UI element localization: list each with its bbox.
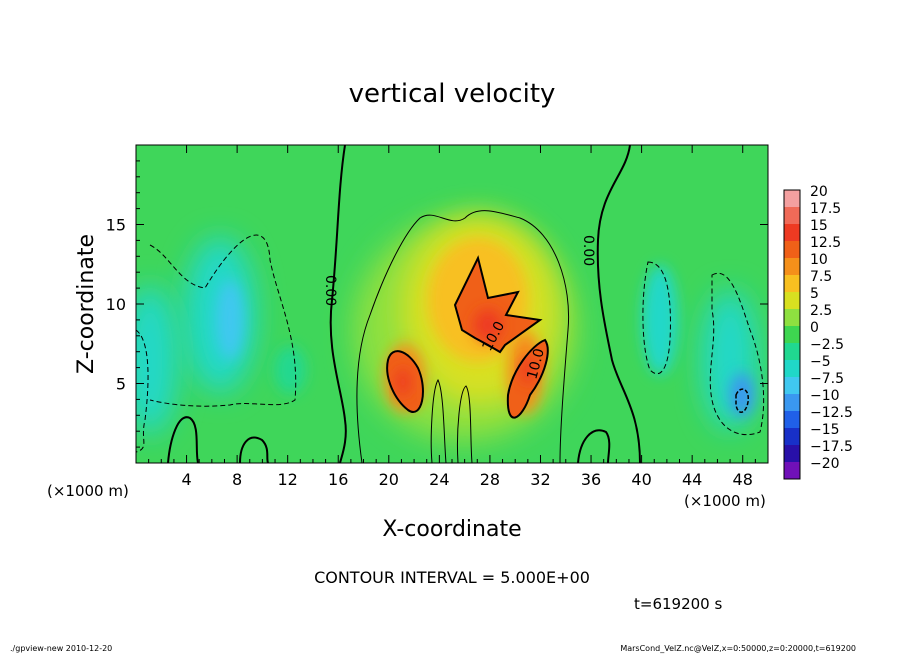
colorbar-frame xyxy=(783,189,801,480)
ground-contour-a xyxy=(167,416,199,463)
neg-contour-left-2 xyxy=(136,329,149,453)
colorbar-label: −20 xyxy=(810,456,840,472)
x-unit-left: (×1000 m) xyxy=(47,482,129,500)
neg-contour-left xyxy=(149,234,297,407)
x-tick-label: 24 xyxy=(429,470,449,489)
y-axis: 5 10 15 xyxy=(106,160,768,448)
contour-lines xyxy=(136,145,765,463)
colorbar-label: 10 xyxy=(810,252,828,268)
time-stamp: t=619200 s xyxy=(634,595,722,613)
x-tick-label: 8 xyxy=(232,470,242,489)
colorbar-swatch xyxy=(784,258,800,275)
colorbar: 2017.51512.5107.552.50−2.5−5−7.5−10−12.5… xyxy=(783,184,853,480)
zero-contour-left xyxy=(329,145,347,463)
colorbar-label: −5 xyxy=(810,354,831,370)
colorbar-label: 17.5 xyxy=(810,201,841,217)
x-tick-label: 44 xyxy=(682,470,702,489)
neg-contour-cell xyxy=(735,388,749,413)
chart-title: vertical velocity xyxy=(349,79,556,109)
x-tick-label: 12 xyxy=(278,470,298,489)
colorbar-label: 12.5 xyxy=(810,235,841,251)
x-tick-label: 20 xyxy=(379,470,399,489)
colorbar-label: −7.5 xyxy=(810,371,844,387)
y-tick-label: 15 xyxy=(106,216,126,235)
colorbar-label: 7.5 xyxy=(810,269,832,285)
colorbar-label: −12.5 xyxy=(810,405,853,421)
colorbar-swatch xyxy=(784,224,800,241)
x-unit-right: (×1000 m) xyxy=(684,492,766,510)
colorbar-swatch xyxy=(784,462,800,479)
contour-10-a xyxy=(453,255,543,354)
y-axis-label: Z-coordinate xyxy=(74,234,99,374)
colorbar-swatch xyxy=(784,377,800,394)
x-tick-label: 16 xyxy=(328,470,348,489)
x-tick-label: 40 xyxy=(631,470,651,489)
ground-contour-e xyxy=(457,385,473,463)
footer-left: ./gpview-new 2010-12-20 xyxy=(10,644,112,653)
updraft-cells xyxy=(387,258,548,418)
colorbar-label: 2.5 xyxy=(810,303,832,319)
contour-label-2: 0.00 xyxy=(580,235,596,266)
ground-contour-c xyxy=(577,429,611,463)
x-tick-label: 32 xyxy=(530,470,550,489)
contour-label-4: 10.0 xyxy=(524,347,548,381)
colorbar-swatch xyxy=(784,309,800,326)
ground-contour-d xyxy=(430,378,447,463)
colorbar-swatch xyxy=(784,445,800,462)
colorbar-swatch xyxy=(784,326,800,343)
colorbar-swatch xyxy=(784,207,800,224)
x-tick-label: 48 xyxy=(733,470,753,489)
x-tick-label: 4 xyxy=(181,470,191,489)
colorbar-label: 20 xyxy=(810,184,828,200)
contour-label-1: 0.00 xyxy=(322,275,338,306)
colorbar-swatch xyxy=(784,343,800,360)
neg-contour-right xyxy=(642,261,671,375)
x-tick-label: 36 xyxy=(581,470,601,489)
x-axis-label: X-coordinate xyxy=(382,517,521,542)
contour-10-c xyxy=(506,338,549,419)
colorbar-label: −17.5 xyxy=(810,439,853,455)
colorbar-swatch xyxy=(784,292,800,309)
colorbar-label: −10 xyxy=(810,388,840,404)
ground-contour-b xyxy=(239,436,269,463)
zero-contour-right xyxy=(596,145,641,463)
colorbar-swatch xyxy=(784,360,800,377)
footer-right: MarsCond_VelZ.nc@VelZ,x=0:50000,z=0:2000… xyxy=(620,644,856,653)
colorbar-swatch xyxy=(784,428,800,445)
contour-5 xyxy=(356,210,570,463)
colorbar-label: 0 xyxy=(810,320,819,336)
neg-contour-right-2 xyxy=(709,272,765,436)
x-tick-label: 28 xyxy=(480,470,500,489)
colorbar-swatch xyxy=(784,241,800,258)
colorbar-label: −15 xyxy=(810,422,840,438)
colorbar-label: −2.5 xyxy=(810,337,844,353)
colorbar-swatch xyxy=(784,275,800,292)
x-axis: 4 8 12 16 20 24 28 32 36 40 44 48 xyxy=(148,145,756,489)
y-tick-label: 10 xyxy=(106,295,126,314)
colorbar-swatch xyxy=(784,411,800,428)
colorbar-label: 5 xyxy=(810,286,819,302)
colorbar-label: 15 xyxy=(810,218,828,234)
contour-10-b xyxy=(386,350,424,413)
colorbar-swatch xyxy=(784,190,800,207)
plot-area: 0.00 0.00 10.0 10.0 xyxy=(136,145,768,463)
colorbar-swatch xyxy=(784,394,800,411)
contour-interval: CONTOUR INTERVAL = 5.000E+00 xyxy=(314,568,590,587)
y-tick-label: 5 xyxy=(116,375,126,394)
